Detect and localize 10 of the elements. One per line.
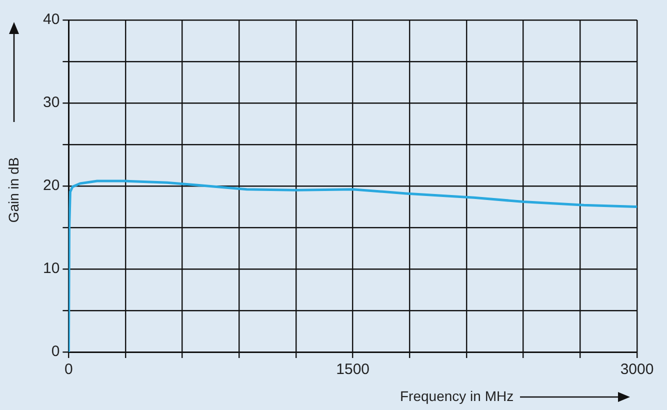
y-tick-label: 30 bbox=[42, 94, 60, 112]
x-axis-title: Frequency in MHz bbox=[400, 388, 514, 404]
x-tick-label: 0 bbox=[64, 361, 73, 378]
y-tick-label: 40 bbox=[42, 11, 60, 28]
y-tick-label: 0 bbox=[51, 343, 60, 360]
y-tick-label: 20 bbox=[42, 177, 60, 194]
x-tick-label: 1500 bbox=[336, 361, 370, 378]
y-axis-title: Gain in dB bbox=[6, 157, 22, 223]
x-tick-label: 3000 bbox=[620, 361, 654, 378]
y-tick-label: 10 bbox=[42, 260, 60, 278]
